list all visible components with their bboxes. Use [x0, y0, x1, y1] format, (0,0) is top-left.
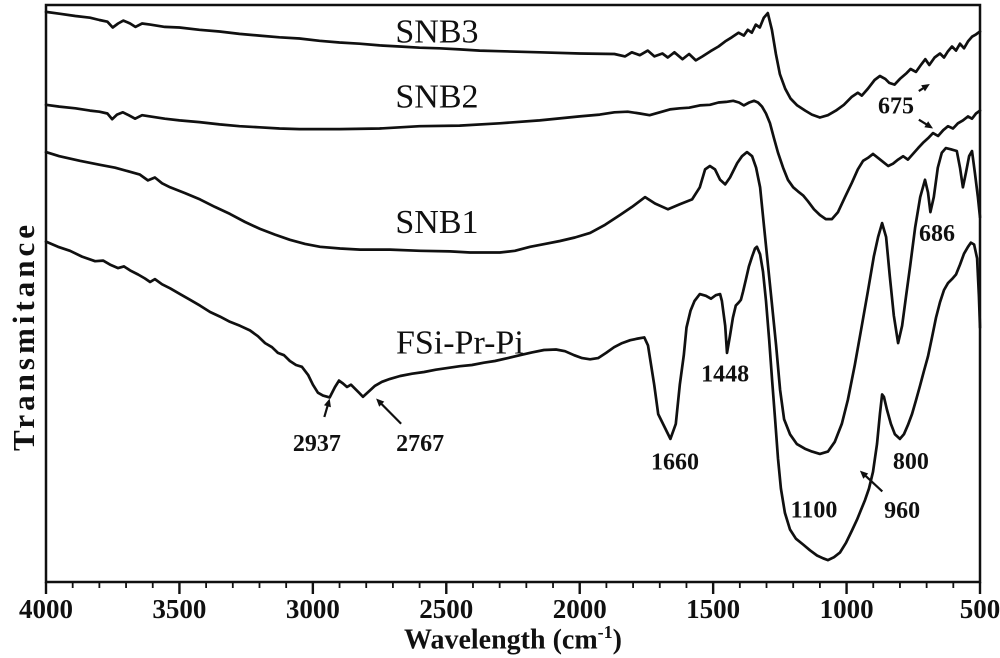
x-axis-title-text: Wavelength (cm — [404, 624, 598, 656]
x-axis-title-close: ) — [612, 624, 622, 656]
annotation-675: 675 — [878, 93, 914, 119]
curve-label-snb3: SNB3 — [395, 13, 478, 50]
x-tick-label: 1500 — [686, 594, 740, 624]
annotation-arrow-head — [859, 470, 869, 479]
annotation-arrow-head — [924, 121, 934, 129]
x-tick-label: 3500 — [152, 594, 206, 624]
x-axis-title-superscript: -1 — [597, 622, 613, 642]
x-tick-label: 500 — [960, 594, 1000, 624]
annotation-arrow-line — [323, 403, 330, 418]
x-tick-label: 1000 — [820, 594, 874, 624]
curve-label-fsi-pr-pi: FSi-Pr-Pi — [396, 324, 524, 361]
x-axis-title: Wavelength (cm-1) — [46, 622, 980, 656]
x-tick-label: 2500 — [419, 594, 473, 624]
annotation-arrow-line — [379, 402, 402, 425]
spectrum-curve-fsi-pr-pi — [44, 240, 982, 562]
annotation-arrow-head — [376, 398, 385, 407]
spectrum-curve-snb3 — [44, 10, 982, 119]
x-tick-label: 4000 — [19, 594, 73, 624]
annotation-arrow-head — [323, 398, 331, 408]
curve-label-snb1: SNB1 — [395, 204, 478, 241]
annotation-960: 960 — [884, 498, 920, 524]
y-axis-title: Transmitance — [6, 221, 41, 451]
annotation-2767: 2767 — [396, 431, 444, 457]
annotation-1660: 1660 — [651, 449, 699, 475]
annotation-1448: 1448 — [701, 362, 749, 388]
annotation-686: 686 — [919, 221, 955, 247]
annotation-arrow-head — [921, 84, 930, 92]
plot-frame — [44, 3, 982, 584]
x-tick-label: 3000 — [286, 594, 340, 624]
annotation-1100: 1100 — [791, 497, 838, 523]
spectrum-curve-snb1 — [44, 146, 982, 456]
annotation-2937: 2937 — [293, 431, 341, 457]
spectrum-curve-snb2 — [44, 99, 982, 221]
annotation-800: 800 — [893, 449, 929, 475]
annotation-arrow-line — [863, 473, 884, 493]
curve-label-snb2: SNB2 — [395, 79, 478, 116]
x-tick-label: 2000 — [553, 594, 607, 624]
